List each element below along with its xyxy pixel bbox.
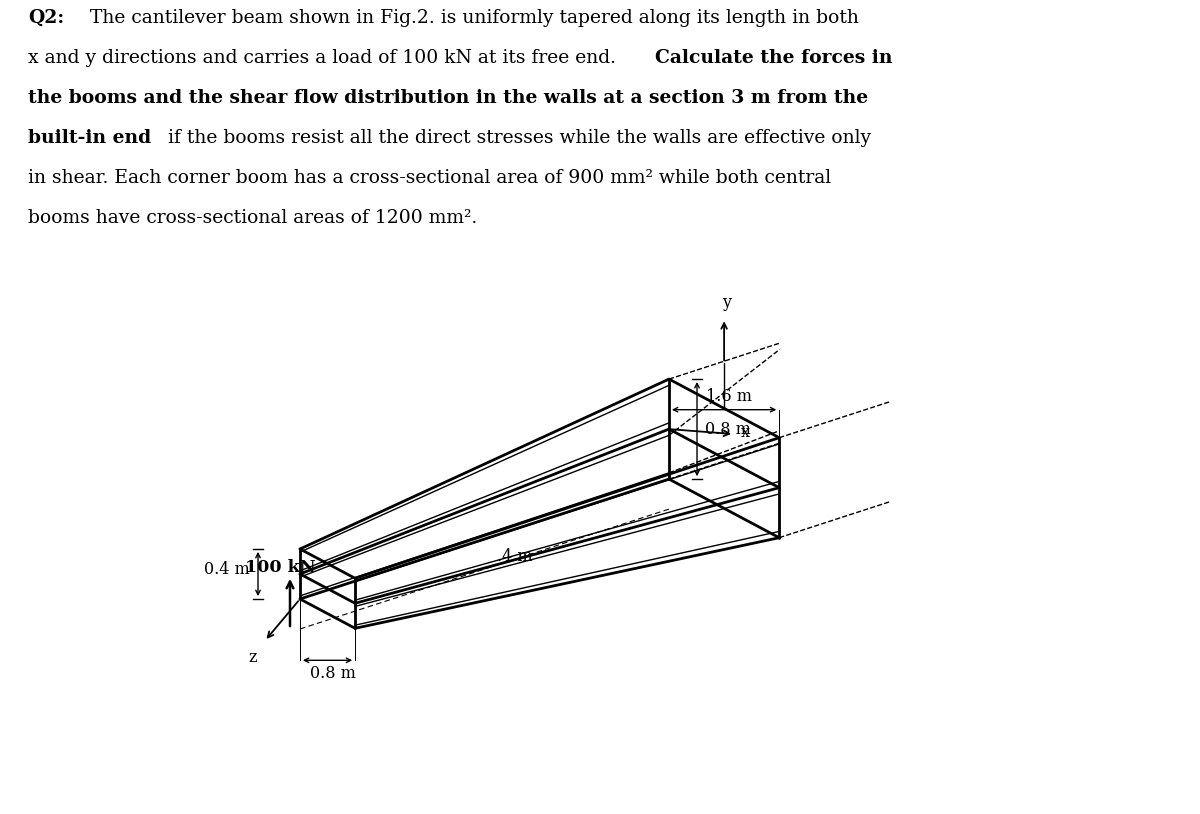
Text: Calculate the forces in: Calculate the forces in <box>655 49 893 67</box>
Text: built-in end: built-in end <box>28 129 151 147</box>
Text: x: x <box>742 423 750 440</box>
Text: 0.8 m: 0.8 m <box>706 421 751 438</box>
Text: 0.4 m: 0.4 m <box>204 561 250 577</box>
Text: the booms and the shear flow distribution in the walls at a section 3 m from the: the booms and the shear flow distributio… <box>28 89 868 107</box>
Text: z: z <box>248 649 257 666</box>
Text: in shear. Each corner boom has a cross-sectional area of 900 mm² while both cent: in shear. Each corner boom has a cross-s… <box>28 169 832 187</box>
Text: 1.6 m: 1.6 m <box>706 387 752 405</box>
Text: 100 kN: 100 kN <box>245 559 316 576</box>
Text: .4 m: .4 m <box>497 548 533 565</box>
Text: y: y <box>721 295 731 312</box>
Text: if the booms resist all the direct stresses while the walls are effective only: if the booms resist all the direct stres… <box>168 129 871 147</box>
Text: The cantilever beam shown in Fig.2. is uniformly tapered along its length in bot: The cantilever beam shown in Fig.2. is u… <box>90 9 859 27</box>
Text: booms have cross-sectional areas of 1200 mm².: booms have cross-sectional areas of 1200… <box>28 209 478 227</box>
Text: Q2:: Q2: <box>28 9 65 27</box>
Text: 0.8 m: 0.8 m <box>310 665 355 682</box>
Text: x and y directions and carries a load of 100 kN at its free end.: x and y directions and carries a load of… <box>28 49 616 67</box>
